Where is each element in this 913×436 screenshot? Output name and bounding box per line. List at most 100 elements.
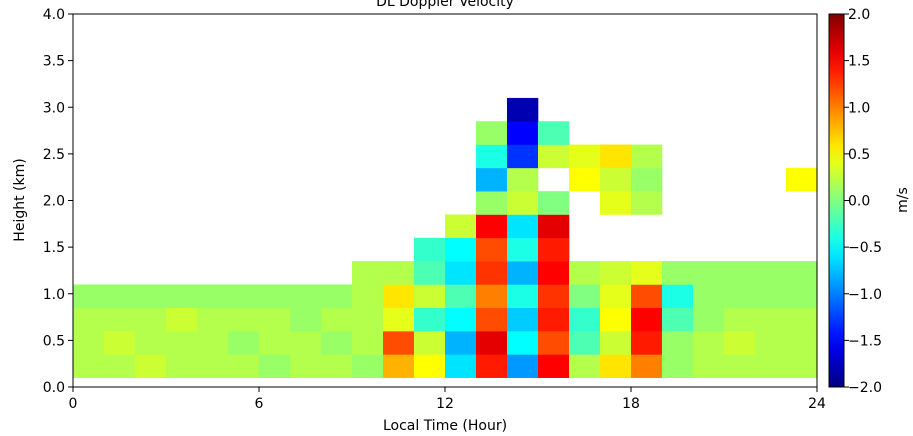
heatmap-cell bbox=[445, 284, 477, 309]
heatmap-cell bbox=[476, 307, 508, 332]
heatmap-cell bbox=[631, 191, 663, 215]
heatmap-cell bbox=[662, 354, 694, 378]
heatmap-cell bbox=[445, 354, 477, 378]
colorbar bbox=[828, 13, 845, 388]
heatmap-cell bbox=[600, 167, 632, 192]
colorbar-tick-label: 1.5 bbox=[848, 54, 870, 70]
heatmap-cell bbox=[197, 307, 229, 332]
heatmap-cell bbox=[662, 307, 694, 332]
heatmap-cell bbox=[631, 144, 663, 169]
heatmap-cell bbox=[476, 354, 508, 378]
heatmap-cell bbox=[321, 331, 353, 355]
heatmap-cell bbox=[383, 284, 415, 309]
heatmap-cell bbox=[755, 307, 787, 332]
heatmap-cell bbox=[383, 307, 415, 332]
heatmap-cell bbox=[631, 167, 663, 192]
heatmap-cell bbox=[662, 284, 694, 309]
heatmap-cell bbox=[755, 331, 787, 355]
heatmap-cell bbox=[507, 214, 539, 239]
y-axis-label: Height (km) bbox=[12, 158, 28, 241]
colorbar-tick-label: 2.0 bbox=[848, 7, 870, 23]
heatmap-cell bbox=[569, 307, 601, 332]
colorbar-tick-label: 1.0 bbox=[848, 100, 870, 116]
heatmap-cell bbox=[321, 354, 353, 378]
heatmap-cell bbox=[197, 331, 229, 355]
heatmap-cell bbox=[476, 237, 508, 262]
y-tick-label: 2.5 bbox=[43, 147, 65, 163]
heatmap-cell bbox=[104, 331, 136, 355]
y-tick-label: 0.0 bbox=[43, 380, 65, 396]
heatmap-cell bbox=[538, 307, 570, 332]
heatmap-cell bbox=[507, 307, 539, 332]
heatmap-cell bbox=[693, 284, 725, 309]
heatmap-cell bbox=[724, 331, 756, 355]
heatmap-cell bbox=[476, 214, 508, 239]
heatmap-cell bbox=[352, 284, 384, 309]
y-tick-label: 3.0 bbox=[43, 100, 65, 116]
heatmap-cell bbox=[507, 144, 539, 169]
heatmap-cell bbox=[166, 354, 198, 378]
heatmap-cell bbox=[321, 284, 353, 309]
heatmap-cell bbox=[600, 144, 632, 169]
y-tick-label: 1.5 bbox=[43, 240, 65, 256]
heatmap-cell bbox=[569, 144, 601, 169]
heatmap-cell bbox=[445, 261, 477, 285]
heatmap-cell bbox=[104, 307, 136, 332]
x-tick-label: 24 bbox=[808, 396, 826, 412]
heatmap-cell bbox=[135, 354, 167, 378]
heatmap-cell bbox=[693, 354, 725, 378]
heatmap-cell bbox=[476, 121, 508, 145]
colorbar-tick-label: 0.0 bbox=[848, 194, 870, 210]
heatmap-cell bbox=[507, 261, 539, 285]
heatmap-cell bbox=[538, 354, 570, 378]
heatmap-cell bbox=[290, 354, 322, 378]
y-tick-label: 3.5 bbox=[43, 54, 65, 70]
heatmap-cell bbox=[73, 354, 105, 378]
heatmap-cell bbox=[631, 284, 663, 309]
heatmap-cell bbox=[166, 307, 198, 332]
heatmap-cell bbox=[445, 237, 477, 262]
heatmap-cell bbox=[569, 354, 601, 378]
heatmap-cell bbox=[538, 191, 570, 215]
heatmap-cell bbox=[507, 237, 539, 262]
y-tick-label: 1.0 bbox=[43, 287, 65, 303]
heatmap-cell bbox=[228, 284, 260, 309]
heatmap-cell bbox=[569, 284, 601, 309]
heatmap-cell bbox=[724, 261, 756, 285]
heatmap-cell bbox=[600, 261, 632, 285]
heatmap-cell bbox=[476, 191, 508, 215]
heatmap-cell bbox=[507, 331, 539, 355]
heatmap-cell bbox=[73, 307, 105, 332]
heatmap-cell bbox=[290, 284, 322, 309]
x-tick-label: 0 bbox=[69, 396, 78, 412]
heatmap-cell bbox=[662, 261, 694, 285]
heatmap-cell bbox=[724, 284, 756, 309]
colorbar-tick-label: −1.0 bbox=[848, 287, 882, 303]
heatmap-cell bbox=[73, 331, 105, 355]
heatmap-cell bbox=[786, 284, 818, 309]
heatmap-cell bbox=[631, 307, 663, 332]
heatmap-cell bbox=[197, 284, 229, 309]
colorbar-tick-label: −1.5 bbox=[848, 333, 882, 349]
heatmap-cell bbox=[383, 261, 415, 285]
heatmap-cell bbox=[259, 284, 291, 309]
heatmap-cell bbox=[755, 261, 787, 285]
heatmap-cell bbox=[445, 331, 477, 355]
heatmap-cell bbox=[352, 331, 384, 355]
heatmap-cell bbox=[228, 307, 260, 332]
heatmap-cell bbox=[135, 284, 167, 309]
heatmap-cell bbox=[414, 307, 446, 332]
heatmap-cell bbox=[631, 261, 663, 285]
heatmap-cell bbox=[476, 167, 508, 192]
heatmap-cell bbox=[631, 331, 663, 355]
colorbar-tick-label: −0.5 bbox=[848, 240, 882, 256]
heatmap-cell bbox=[383, 354, 415, 378]
heatmap-cell bbox=[414, 331, 446, 355]
heatmap-cell bbox=[569, 331, 601, 355]
heatmap-cell bbox=[476, 144, 508, 169]
heatmap-cell bbox=[693, 261, 725, 285]
heatmap-cell bbox=[507, 354, 539, 378]
heatmap-cell bbox=[662, 331, 694, 355]
heatmap-cell bbox=[755, 284, 787, 309]
